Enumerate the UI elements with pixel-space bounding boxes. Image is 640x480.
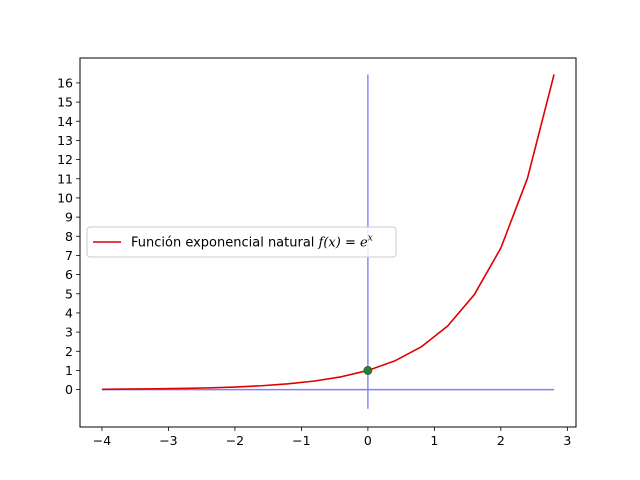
y-tick-label: 2	[65, 344, 73, 359]
legend-label-prefix: Función exponencial natural	[131, 236, 319, 251]
legend-box	[86, 226, 397, 258]
series-line	[101, 74, 555, 391]
legend-label-eq: =	[341, 236, 360, 251]
legend-label-fx: f(x)	[318, 236, 341, 251]
x-tick-label: −1	[292, 433, 310, 448]
y-tick-label: 14	[57, 114, 73, 129]
y-tick-label: 10	[57, 190, 73, 205]
x-tick-label: 0	[364, 433, 372, 448]
legend-label-base: e	[360, 236, 368, 251]
y-tick-label: 13	[57, 133, 73, 148]
y-tick-label: 8	[65, 229, 73, 244]
y-tick-label: 3	[65, 325, 73, 340]
y-tick-label: 4	[65, 305, 73, 320]
series-layer	[101, 74, 555, 391]
legend-label: Función exponencial natural f(x) = ex	[131, 234, 373, 251]
x-tick-label: 1	[430, 433, 438, 448]
x-axis: −4 −3 −2 −1 0 1 2 3	[93, 427, 571, 448]
y-tick-label: 12	[57, 152, 73, 167]
y-tick-label: 15	[57, 95, 73, 110]
y-tick-label: 9	[65, 210, 73, 225]
highlighted-point	[363, 366, 373, 375]
y-tick-label: 0	[65, 382, 73, 397]
legend-label-exp: x	[368, 234, 373, 244]
y-tick-label: 1	[65, 363, 73, 378]
y-tick-label: 7	[65, 248, 73, 263]
y-tick-label: 5	[65, 286, 73, 301]
y-tick-label: 16	[57, 75, 73, 90]
y-tick-label: 11	[57, 171, 73, 186]
axes-frame	[79, 57, 577, 428]
point-layer	[363, 366, 373, 375]
y-tick-label: 6	[65, 267, 73, 282]
x-tick-label: −4	[93, 433, 111, 448]
legend: Función exponencial natural f(x) = ex	[86, 226, 397, 258]
x-tick-label: −2	[226, 433, 244, 448]
x-tick-label: 2	[497, 433, 505, 448]
x-tick-label: 3	[563, 433, 571, 448]
x-tick-label: −3	[159, 433, 177, 448]
